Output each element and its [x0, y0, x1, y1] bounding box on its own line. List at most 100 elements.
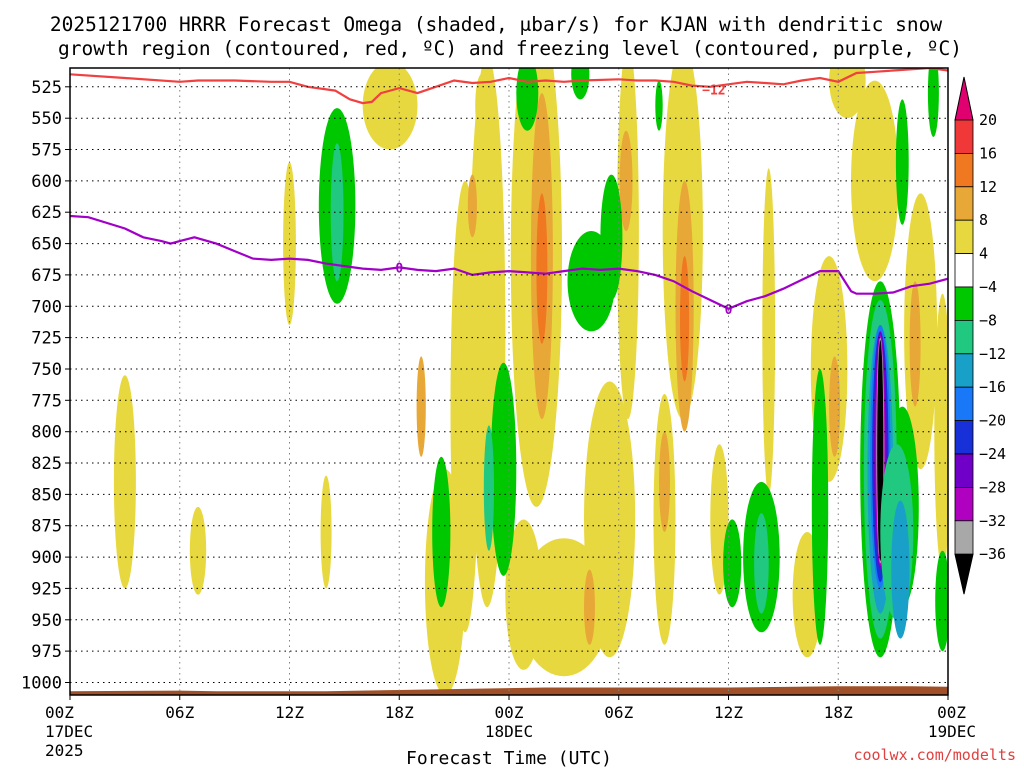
omega-contour-63 — [655, 80, 663, 131]
omega-contour-40 — [432, 456, 451, 608]
omega-contour-27 — [536, 193, 548, 344]
colorbar-bin-3 — [954, 186, 974, 221]
y-tick-label-950: 950 — [31, 611, 62, 631]
omega-contour-61 — [927, 68, 939, 137]
colorbar-label-1: 16 — [979, 144, 997, 162]
omega-contour-6 — [362, 68, 418, 150]
colorbar-label-13: −36 — [979, 545, 1006, 563]
omega-contour-36 — [829, 356, 841, 457]
omega-contour-41 — [490, 362, 517, 576]
omega-contour-13 — [584, 381, 636, 658]
colorbar-bin-8 — [954, 353, 974, 388]
omega-contour-46 — [811, 369, 829, 645]
y-tick-label-675: 675 — [31, 266, 62, 286]
omega-contour-34 — [416, 356, 426, 457]
y-tick-label-600: 600 — [31, 172, 62, 192]
x-tick-label-24: 00Z — [495, 703, 524, 722]
omega-contour-32 — [584, 569, 595, 645]
dgz-top-label-0: −12 — [702, 83, 725, 98]
omega-contour-39 — [600, 174, 623, 300]
omega-contour-23 — [934, 293, 948, 570]
y-tick-label-725: 725 — [31, 329, 62, 349]
colorbar-arrow-top — [954, 76, 974, 121]
freezing-level-label-0: 0 — [395, 261, 403, 276]
y-tick-label-850: 850 — [31, 485, 62, 505]
colorbar-label-12: −32 — [979, 512, 1006, 530]
colorbar-label-7: −12 — [979, 345, 1006, 363]
x-axis-label: Forecast Time (UTC) — [406, 748, 612, 768]
colorbar-label-9: −20 — [979, 412, 1006, 430]
omega-contour-18 — [762, 168, 776, 495]
y-tick-label-550: 550 — [31, 109, 62, 129]
omega-contour-58 — [895, 99, 909, 225]
colorbar-bin-12 — [954, 486, 974, 522]
omega-contour-33 — [909, 281, 921, 407]
y-tick-label-925: 925 — [31, 579, 62, 599]
x-tick-label-12: 12Z — [275, 703, 304, 722]
omega-contour-42 — [483, 425, 494, 551]
colorbar-bin-13 — [954, 520, 974, 555]
colorbar-label-6: −8 — [979, 311, 997, 329]
x-tick-label-30: 06Z — [604, 703, 633, 722]
freezing-level-contour — [70, 214, 948, 311]
colorbar-bin-6 — [954, 286, 974, 321]
y-tick-label-625: 625 — [31, 203, 62, 223]
omega-contour-5 — [320, 475, 332, 589]
colorbar-bin-7 — [954, 319, 974, 355]
x-tick-label-36: 12Z — [714, 703, 743, 722]
omega-contour-3 — [189, 506, 207, 595]
colorbar-label-2: 12 — [979, 178, 997, 196]
colorbar: 20 16 12 8 4 −4 −8 −12 −16 −20 −24 −28 −32 −36 — [954, 76, 1006, 595]
y-tick-label-775: 775 — [31, 391, 62, 411]
x-tick-label-18: 18Z — [385, 703, 414, 722]
omega-contour-4 — [283, 162, 296, 326]
x-tick-label-0: 00Z — [45, 703, 74, 722]
y-tick-label-1000: 1000 — [21, 674, 62, 694]
credit-label: coolwx.com/modelts — [853, 746, 1016, 764]
omega-contour-44 — [723, 519, 742, 608]
colorbar-label-10: −24 — [979, 445, 1006, 463]
colorbar-label-8: −16 — [979, 378, 1006, 396]
omega-contour-31 — [659, 431, 670, 532]
colorbar-label-4: 4 — [979, 245, 988, 263]
colorbar-label-3: 8 — [979, 211, 988, 229]
omega-contour-62 — [571, 68, 590, 100]
y-tick-label-900: 900 — [31, 548, 62, 568]
dgz-top-contour — [70, 68, 948, 105]
y-tick-label-800: 800 — [31, 423, 62, 443]
colorbar-label-11: −28 — [979, 478, 1006, 496]
colorbar-bin-10 — [954, 420, 974, 455]
y-tick-label-975: 975 — [31, 642, 62, 662]
omega-contour-60 — [891, 500, 910, 639]
chart-title-line-1: 2025121700 HRRR Forecast Omega (shaded, … — [50, 13, 942, 36]
x-date-label-0: 17DEC — [45, 722, 93, 741]
x-tick-label-48: 00Z — [937, 703, 966, 722]
colorbar-bin-9 — [954, 386, 974, 422]
colorbar-bin-1 — [954, 119, 974, 154]
omega-contour-47 — [935, 550, 948, 652]
y-tick-label-575: 575 — [31, 141, 62, 161]
y-tick-label-825: 825 — [31, 454, 62, 474]
omega-contour-2 — [113, 375, 136, 589]
omega-contour-37 — [516, 68, 539, 131]
colorbar-bin-11 — [954, 453, 974, 488]
colorbar-label-5: −4 — [979, 278, 997, 296]
colorbar-bin-5 — [954, 253, 974, 288]
omega-contour-1 — [330, 143, 344, 282]
x-date-label-48: 19DEC — [928, 722, 976, 741]
y-tick-label-750: 750 — [31, 360, 62, 380]
colorbar-bin-4 — [954, 219, 974, 254]
x-tick-label-6: 06Z — [165, 703, 194, 722]
chart-title-line-2: growth region (contoured, red, ºC) and f… — [58, 37, 962, 60]
colorbar-arrow-bottom — [954, 553, 974, 595]
omega-contour-21 — [851, 80, 899, 282]
plot-area: −120052555057560062565067570072575077580… — [21, 67, 976, 760]
y-tick-label-525: 525 — [31, 78, 62, 98]
y-tick-label-700: 700 — [31, 297, 62, 317]
omega-contour-25 — [829, 68, 866, 119]
x-tick-label-42: 18Z — [824, 703, 853, 722]
omega-shading: −1200 — [70, 68, 948, 695]
colorbar-label-0: 20 — [979, 111, 997, 129]
